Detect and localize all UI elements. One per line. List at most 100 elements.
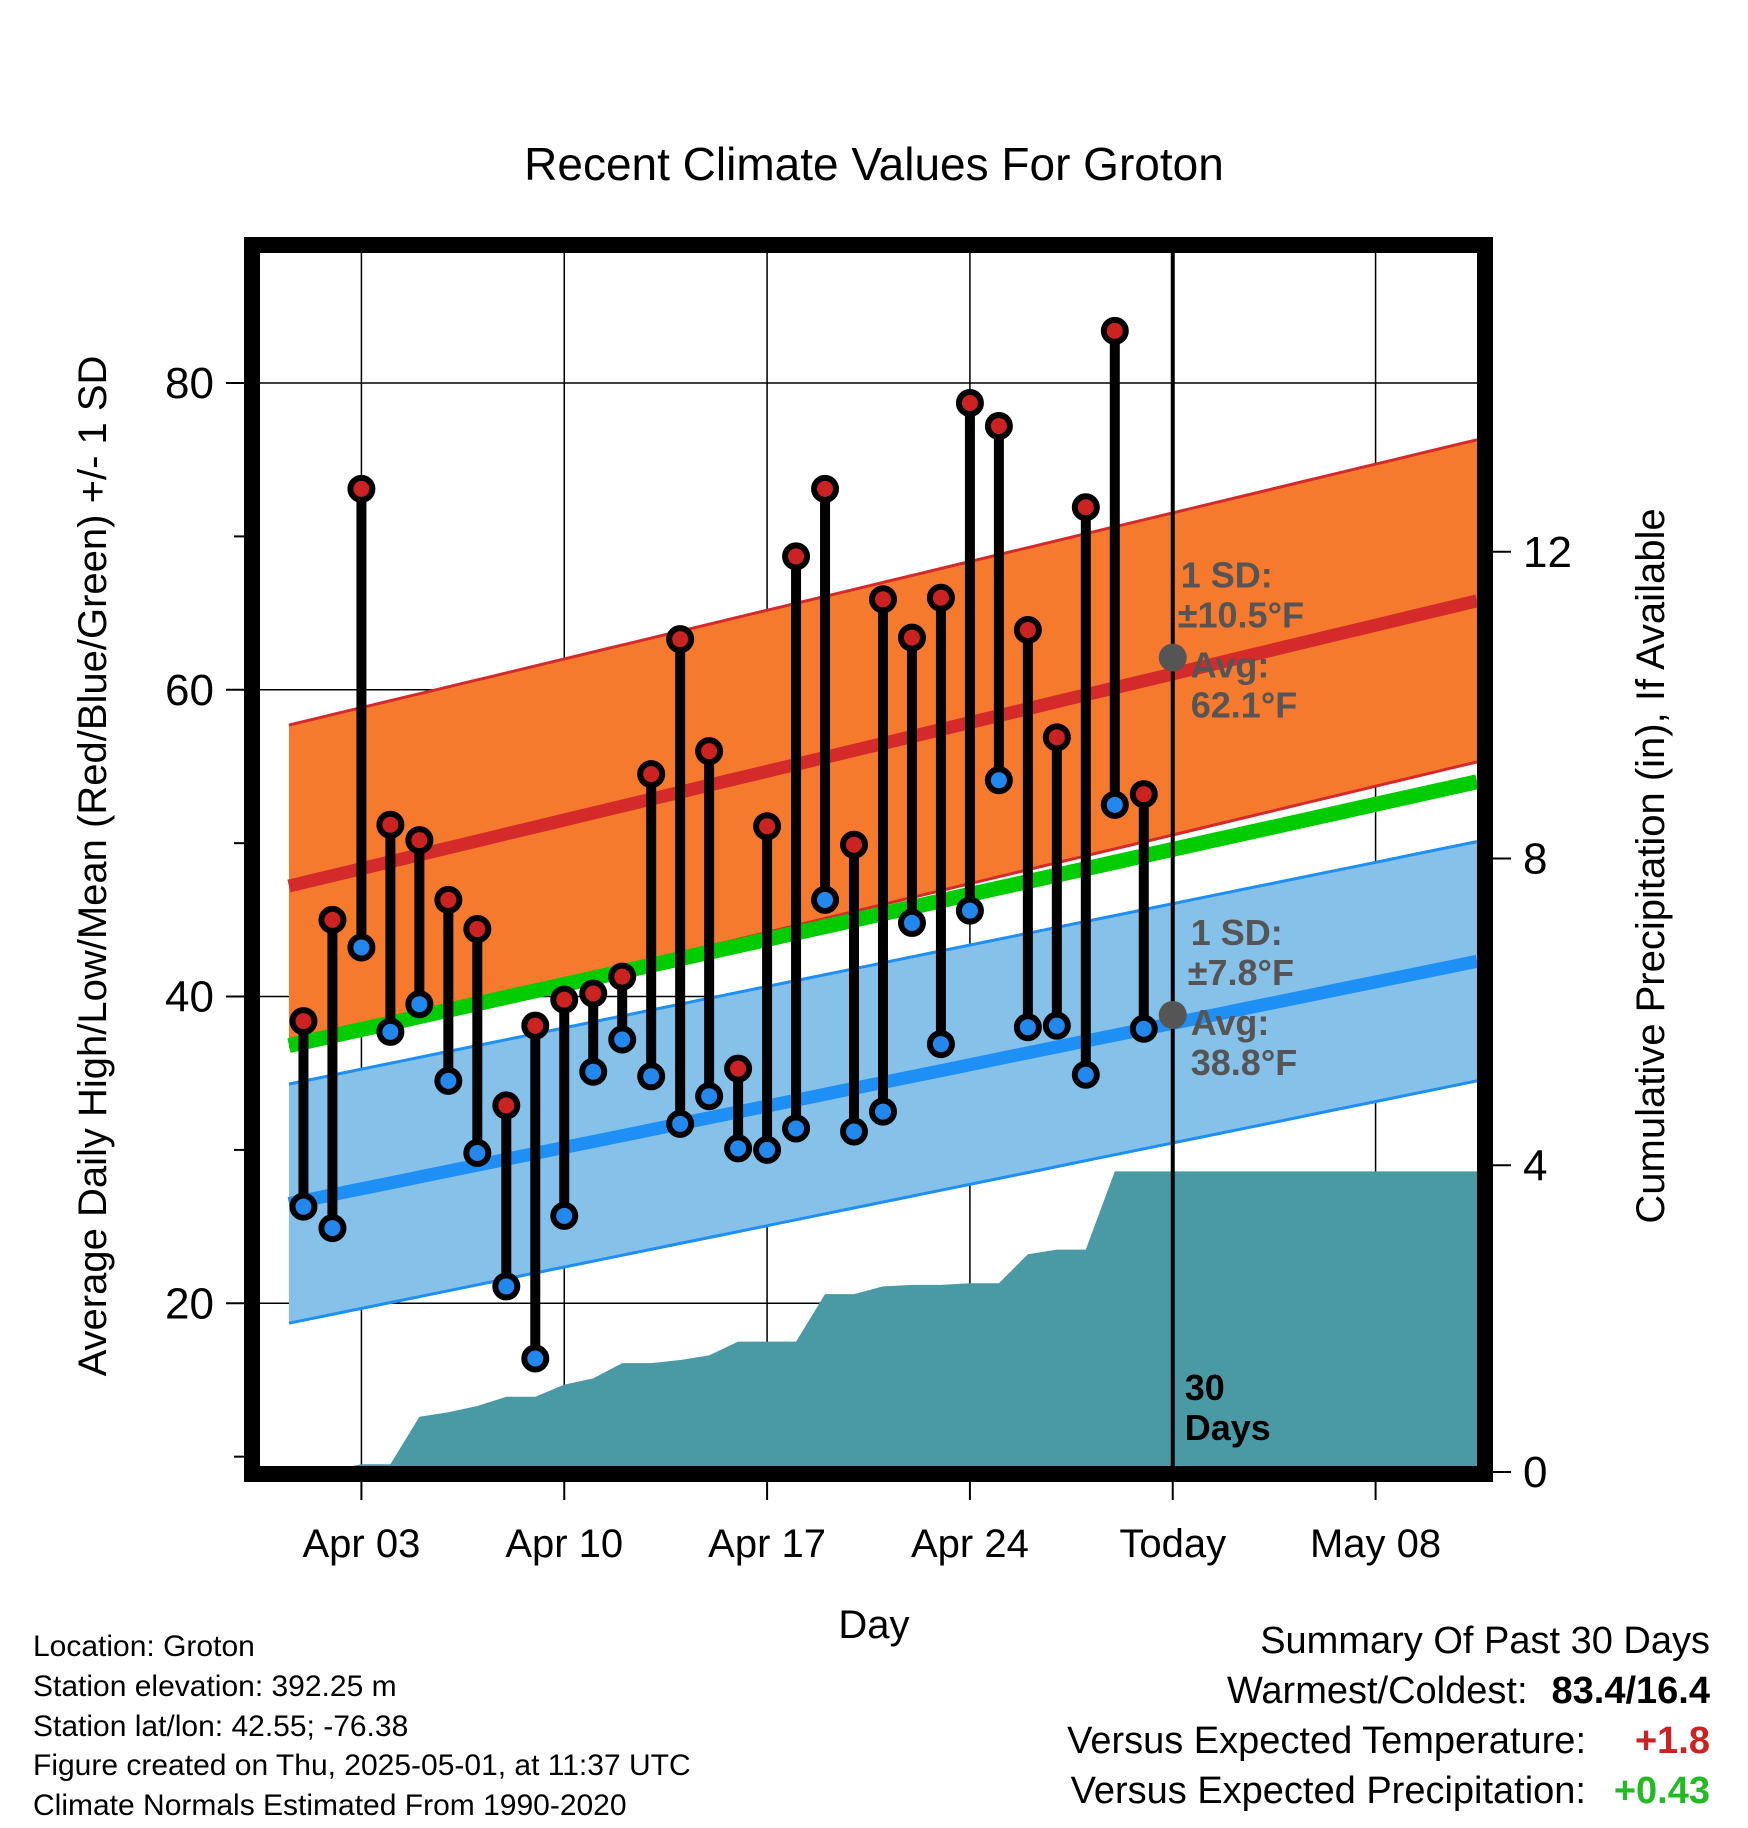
low-marker <box>463 1138 492 1167</box>
high-marker <box>1100 316 1129 345</box>
low-marker <box>840 1117 869 1146</box>
precip-area <box>289 1171 1477 1472</box>
low-marker <box>1042 1011 1071 1040</box>
summary-precip-label: Versus Expected Precipitation: <box>1070 1770 1586 1812</box>
axes: 20 40 60 80 0 4 8 12 Apr 03 Apr 10 Apr 17 Apr 24 Tod… <box>165 359 1572 1566</box>
summary-warmest-row: Warmest/Coldest: 83.4/16.4 <box>1227 1670 1710 1713</box>
low-marker <box>579 1057 608 1086</box>
high-marker <box>579 979 608 1008</box>
y-left-tick-label: 20 <box>165 1279 214 1328</box>
y-left-tick-label: 40 <box>165 973 214 1022</box>
low-marker <box>405 990 434 1019</box>
high-marker <box>550 985 579 1014</box>
low-marker <box>1013 1013 1042 1042</box>
low-marker <box>434 1066 463 1095</box>
low-marker <box>955 896 984 925</box>
low-marker <box>724 1134 753 1163</box>
today-normal-high-marker <box>1158 643 1187 672</box>
high-marker <box>897 623 926 652</box>
high-marker <box>1071 493 1100 522</box>
high-avg-label: Avg: <box>1191 645 1270 686</box>
low-marker <box>753 1135 782 1164</box>
normals-text: Climate Normals Estimated From 1990-2020 <box>33 1789 627 1822</box>
latlon-text: Station lat/lon: 42.55; -76.38 <box>33 1710 409 1743</box>
summary-heading: Summary Of Past 30 Days <box>1260 1620 1710 1662</box>
low-marker <box>521 1344 550 1373</box>
today-normal-low-marker <box>1158 1000 1187 1029</box>
low-sd-label: 1 SD: <box>1191 912 1283 953</box>
high-marker <box>608 962 637 991</box>
x-tick-label: Apr 24 <box>911 1522 1029 1566</box>
y-axis-right-label: Cumulative Precipitation (in), If Availa… <box>1629 508 1673 1223</box>
x-axis-label: Day <box>838 1603 909 1647</box>
low-marker <box>347 933 376 962</box>
window-unit: Days <box>1185 1407 1271 1448</box>
low-marker <box>1100 790 1129 819</box>
x-tick-label: Apr 17 <box>708 1522 826 1566</box>
high-marker <box>637 760 666 789</box>
high-marker <box>521 1011 550 1040</box>
chart-title: Recent Climate Values For Groton <box>524 138 1224 190</box>
y-right-tick-label: 4 <box>1523 1141 1547 1190</box>
low-marker <box>376 1017 405 1046</box>
low-marker <box>666 1109 695 1138</box>
created-text: Figure created on Thu, 2025-05-01, at 11… <box>33 1749 691 1782</box>
high-marker <box>492 1091 521 1120</box>
low-marker <box>695 1082 724 1111</box>
low-marker <box>550 1201 579 1230</box>
low-marker <box>782 1114 811 1143</box>
high-marker <box>666 625 695 654</box>
high-marker <box>868 585 897 614</box>
y-right-tick-label: 12 <box>1523 528 1572 577</box>
low-marker <box>868 1097 897 1126</box>
low-avg-label: Avg: <box>1191 1002 1270 1043</box>
x-tick-label: Today <box>1119 1522 1226 1566</box>
y-left-tick-label: 80 <box>165 359 214 408</box>
x-tick-label: Apr 03 <box>302 1522 420 1566</box>
y-axis-left-label: Average Daily High/Low/Mean (Red/Blue/Gr… <box>71 356 115 1377</box>
high-marker <box>782 542 811 571</box>
summary-temp-value: +1.8 <box>1634 1720 1710 1762</box>
high-marker <box>405 826 434 855</box>
summary-temp-row: Versus Expected Temperature: +1.8 <box>1067 1720 1710 1763</box>
y-right-tick-label: 0 <box>1523 1448 1547 1497</box>
low-avg-value: 38.8°F <box>1191 1042 1297 1083</box>
summary-warmest-value: 83.4/16.4 <box>1551 1670 1710 1712</box>
low-marker <box>289 1192 318 1221</box>
high-marker <box>1013 615 1042 644</box>
high-marker <box>434 885 463 914</box>
x-tick-label: May 08 <box>1310 1522 1441 1566</box>
low-marker <box>637 1062 666 1091</box>
high-marker <box>1042 723 1071 752</box>
high-marker <box>1129 780 1158 809</box>
precipitation-area <box>289 1171 1477 1472</box>
summary-precip-row: Versus Expected Precipitation: +0.43 <box>1071 1770 1710 1813</box>
summary-temp-label: Versus Expected Temperature: <box>1067 1720 1586 1762</box>
summary-precip-value: +0.43 <box>1613 1770 1710 1812</box>
window-count: 30 <box>1185 1367 1225 1408</box>
high-marker <box>984 411 1013 440</box>
low-marker <box>984 766 1013 795</box>
high-marker <box>811 474 840 503</box>
high-sd-upper-line <box>288 438 1478 727</box>
low-marker <box>1071 1060 1100 1089</box>
low-sd-value: ±7.8°F <box>1188 952 1294 993</box>
low-marker <box>897 908 926 937</box>
plot-border <box>244 237 1493 1482</box>
high-sd-value: ±10.5°F <box>1178 595 1304 636</box>
y-left-tick-label: 60 <box>165 666 214 715</box>
high-marker <box>695 737 724 766</box>
high-marker <box>376 810 405 839</box>
high-marker <box>724 1054 753 1083</box>
high-marker <box>753 812 782 841</box>
high-marker <box>463 915 492 944</box>
y-right-tick-label: 8 <box>1523 835 1547 884</box>
high-sd-label: 1 SD: <box>1181 555 1273 596</box>
high-marker <box>289 1007 318 1036</box>
low-sd-lower-line <box>288 1079 1478 1325</box>
high-marker <box>347 474 376 503</box>
low-marker <box>492 1272 521 1301</box>
high-marker <box>955 388 984 417</box>
